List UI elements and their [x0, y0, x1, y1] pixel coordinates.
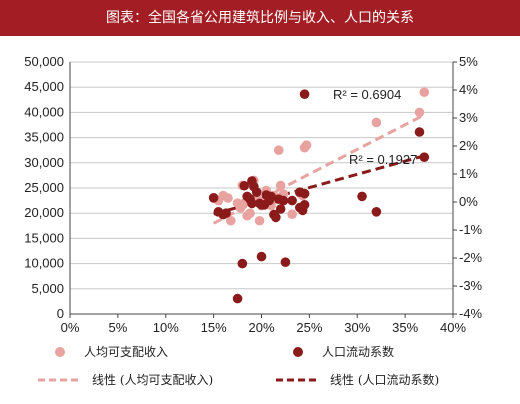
series-1-point	[371, 117, 382, 128]
y-right-tick-label: -3%	[459, 278, 483, 293]
tick-labels: 0 5,000 10,000 15,000 20,000 25,000 30,000 35,0…	[24, 54, 482, 335]
chart-title: 图表：全国各省公用建筑比例与收入、人口的关系	[0, 0, 520, 36]
series-2-point	[280, 257, 291, 267]
y-right-tick-label: 1%	[459, 166, 478, 181]
legend-marker	[55, 347, 65, 357]
legend-label: 人均可支配收入	[84, 345, 168, 359]
y-right-tick-label: -2%	[459, 250, 483, 265]
y-right-tick-label: 0%	[459, 194, 478, 209]
series-2-point	[278, 195, 289, 206]
y-left-tick-label: 30,000	[24, 155, 64, 170]
series-1-point	[254, 215, 265, 226]
series-1-point	[273, 145, 284, 155]
series-2-point	[256, 251, 267, 262]
y-right-tick-label: -4%	[459, 306, 483, 321]
series-2-point	[371, 207, 382, 217]
series-2-point	[247, 198, 257, 209]
data-points	[208, 87, 430, 304]
y-right-tick-label: -1%	[459, 222, 483, 237]
y-right-tick-label: 5%	[459, 54, 478, 69]
series-1-point	[226, 215, 236, 226]
x-tick-label: 0%	[61, 320, 80, 335]
axes	[69, 61, 457, 318]
legend-label: 线性 (人均可支配收入)	[92, 373, 213, 387]
series-2-point	[208, 193, 219, 203]
series-2-point	[299, 188, 310, 199]
series-2-point	[221, 208, 231, 218]
y-left-tick-label: 0	[57, 306, 64, 321]
y-left-tick-label: 50,000	[24, 54, 64, 69]
x-tick-label: 10%	[153, 320, 179, 335]
series-2-point	[251, 187, 262, 197]
legend-label: 线性 (人口流动系数)	[330, 372, 439, 387]
r2-label-population: R² = 0.1927	[349, 152, 417, 167]
y-left-tick-label: 10,000	[24, 256, 64, 271]
series-1-point	[301, 140, 312, 150]
y-left-tick-label: 40,000	[24, 104, 64, 119]
legend-marker	[293, 347, 303, 357]
series-1-point	[419, 87, 430, 98]
series-2-point	[237, 258, 248, 269]
x-tick-label: 35%	[392, 320, 418, 335]
y-right-tick-label: 2%	[459, 138, 478, 153]
gridlines	[70, 61, 453, 290]
series-1-point	[223, 193, 233, 203]
series-1-point	[287, 209, 297, 220]
series-2-point	[275, 204, 286, 214]
series-2-point	[419, 152, 430, 162]
y-left-tick-label: 25,000	[24, 180, 64, 195]
x-tick-label: 15%	[201, 320, 227, 335]
y-right-tick-label: 3%	[459, 110, 478, 125]
y-left-tick-label: 5,000	[31, 281, 64, 296]
y-left-tick-label: 15,000	[24, 230, 64, 245]
r2-labels: R² = 0.6904 R² = 0.1927	[333, 87, 417, 167]
trendline-1	[212, 113, 425, 225]
y-left-tick-label: 35,000	[24, 130, 64, 145]
x-tick-label: 40%	[440, 320, 466, 335]
series-2-point	[232, 293, 243, 304]
series-2-point	[287, 195, 297, 206]
series-2-point	[414, 127, 425, 137]
x-tick-label: 20%	[248, 320, 274, 335]
x-tick-label: 5%	[108, 320, 127, 335]
series-2-point	[266, 191, 276, 202]
series-2-point	[299, 89, 310, 99]
y-left-tick-label: 45,000	[24, 79, 64, 94]
r2-label-income: R² = 0.6904	[333, 87, 401, 102]
series-2-point	[239, 180, 250, 191]
series-2-point	[357, 191, 367, 202]
legend-label: 人口流动系数	[322, 344, 394, 359]
scatter-chart: 0 5,000 10,000 15,000 20,000 25,000 30,000 35,0…	[24, 54, 482, 387]
x-tick-label: 25%	[296, 320, 322, 335]
y-right-tick-label: 4%	[459, 82, 478, 97]
series-2-point	[271, 212, 281, 223]
series-1-point	[414, 107, 425, 118]
series-2-point	[299, 200, 310, 210]
y-left-tick-label: 20,000	[24, 205, 64, 220]
series-1-point	[275, 180, 286, 191]
series-1-point	[245, 208, 255, 218]
x-tick-label: 30%	[344, 320, 370, 335]
